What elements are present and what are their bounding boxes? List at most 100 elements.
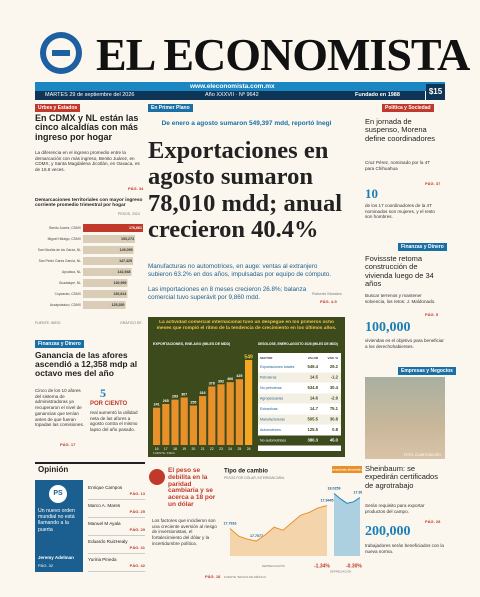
section-tag: Finanzas y Dinero xyxy=(35,340,84,348)
bar-label: San Nicolás de los Garza, NL xyxy=(38,248,81,252)
table-cell: 30.8 xyxy=(330,417,339,422)
bar xyxy=(83,290,128,298)
exports-chart: La actividad comercial internacional tuv… xyxy=(148,317,345,457)
value-label: 241 xyxy=(154,403,160,407)
change: -0.30% xyxy=(346,563,362,569)
bar xyxy=(83,235,136,243)
value-label: 265 xyxy=(163,399,169,403)
feature-logo: PS xyxy=(49,485,67,503)
line xyxy=(333,493,361,504)
bar xyxy=(189,405,197,445)
table-header: VAR. % xyxy=(328,356,339,360)
headline: El peso se debilita en la paridad cambia… xyxy=(168,467,216,509)
page-ref: PÁG. 25 xyxy=(129,509,145,514)
x-tick-label: 26 xyxy=(247,447,251,451)
stat-text: real aumentó la utilidad neta de las afo… xyxy=(90,410,138,433)
value-label: 549 xyxy=(244,354,253,360)
url: www.eleconomista.com.mx xyxy=(190,83,275,90)
bullet: Cinco de los 10 afores del sistema de ad… xyxy=(35,388,85,428)
area xyxy=(230,505,327,556)
opinion-item: Manuel M Ayala PÁG. 29 xyxy=(88,518,145,536)
bar-label: Benito Juárez, CDMX xyxy=(49,226,81,230)
url-bar xyxy=(35,82,445,91)
value-label: 18.0259 xyxy=(328,486,341,490)
table-row xyxy=(258,362,341,372)
change-label: DEPRECIACIÓN xyxy=(330,569,351,574)
page-ref: PÁG. 4-5 xyxy=(320,299,337,304)
bar xyxy=(235,379,243,445)
table-cell: No petroleras xyxy=(260,386,282,390)
bar xyxy=(199,396,207,445)
bar xyxy=(217,384,225,445)
el-title: Operaciones electrónicas xyxy=(329,467,362,471)
table-cell: -2.9 xyxy=(331,396,339,401)
x-tick-label: 21 xyxy=(201,447,205,451)
table-cell: 0.8 xyxy=(332,427,338,432)
bullet: Manufacturas no automotrices, en auge: v… xyxy=(148,263,332,278)
page-ref: PÁG. 37 xyxy=(425,181,441,186)
bar-label: Apodaca, NL xyxy=(62,270,81,274)
feature-text: Un nuevo orden mundial no está llamando … xyxy=(38,508,75,533)
source: FUENTE: INEGI xyxy=(35,321,61,325)
issue: Año XXXVII · Nº 9642 xyxy=(205,92,259,98)
page-ref: PÁG. 5 xyxy=(425,312,439,317)
income-chart: Benito Juárez, CDMX 176,661 Miguel Hidalgo… xyxy=(38,224,143,309)
opinion-item: Marco A. Mares PÁG. 25 xyxy=(88,500,145,518)
feature-page: PÁG. 32 xyxy=(38,563,54,568)
value-label: 293 xyxy=(172,395,178,399)
bar-label: Guadalupe, NL xyxy=(59,281,81,285)
chart-intro-box: La actividad comercial internacional tuv… xyxy=(156,320,337,331)
table-cell: 125.5 xyxy=(308,427,319,432)
table-cell: No automotrices xyxy=(260,438,286,442)
value-label: 176,661 xyxy=(129,226,142,230)
table-row xyxy=(258,425,341,435)
table-cell: Petroleras xyxy=(260,375,277,379)
table-row xyxy=(258,435,341,446)
area xyxy=(334,493,360,556)
value-label: 130,814 xyxy=(113,292,126,296)
headline: Sheinbaum: se expedirán certificados de … xyxy=(365,464,438,490)
headline: En jornada de suspenso, Morena define co… xyxy=(365,117,436,143)
bar xyxy=(226,382,234,445)
value-label: 153,273 xyxy=(121,237,134,241)
x-tick-label: 20 xyxy=(192,447,196,451)
founded: Fundado en 1988 xyxy=(355,92,400,98)
opinion-item: Eduardo RuizHealy PÁG. 41 xyxy=(88,536,145,554)
x-tick-label: 22 xyxy=(210,447,214,451)
kicker: De enero a agosto sumaron 549,397 mdd, r… xyxy=(161,120,332,127)
x-tick-label: 19 xyxy=(182,447,186,451)
table-cell: 29.2 xyxy=(330,364,339,369)
page-ref: PÁG. 18 xyxy=(205,574,221,579)
rule xyxy=(35,462,145,464)
table-row xyxy=(258,414,341,425)
value-label: 316 xyxy=(200,391,206,395)
value-label: 147,425 xyxy=(119,259,132,263)
table-header: VALOR xyxy=(308,356,319,360)
opinion-item: Enrique Campos PÁG. 13 xyxy=(88,482,145,500)
opinion-list: Enrique Campos PÁG. 13 Marco A. Mares PÁG. … xyxy=(88,482,145,572)
bullet: Serán requisito para exportar productos … xyxy=(365,503,425,514)
table-cell: 534.8 xyxy=(308,385,319,390)
stat-unit: POR CIENTO xyxy=(90,401,128,407)
bar xyxy=(83,246,134,254)
value-label: 17.7077 xyxy=(250,534,263,538)
value-label: 17.7916 xyxy=(224,521,237,525)
page-ref: PÁG. 42 xyxy=(129,563,145,568)
section-tag: Política y Sociedad xyxy=(382,104,434,112)
value-label: 307 xyxy=(181,392,187,396)
section-tag: En Primer Plano xyxy=(148,104,193,112)
value-label: 406 xyxy=(227,377,233,381)
source: FUENTE: INEGI xyxy=(153,451,175,455)
table-cell: 14.7 xyxy=(310,406,319,411)
element xyxy=(52,50,70,56)
table-cell: 14.5 xyxy=(310,375,319,380)
el-header xyxy=(332,466,362,473)
bullet: Cruz Pérez, nominado por la 4T para Chih… xyxy=(365,160,431,171)
chart-intro: La actividad comercial internacional tuv… xyxy=(156,320,337,331)
date: MARTES 29 de septiembre del 2026 xyxy=(45,92,135,98)
section-tag: Finanzas y Dinero xyxy=(398,243,447,251)
section-tag: Empresas y Negocios xyxy=(398,367,456,375)
table-cell: Extractivas xyxy=(260,407,278,411)
